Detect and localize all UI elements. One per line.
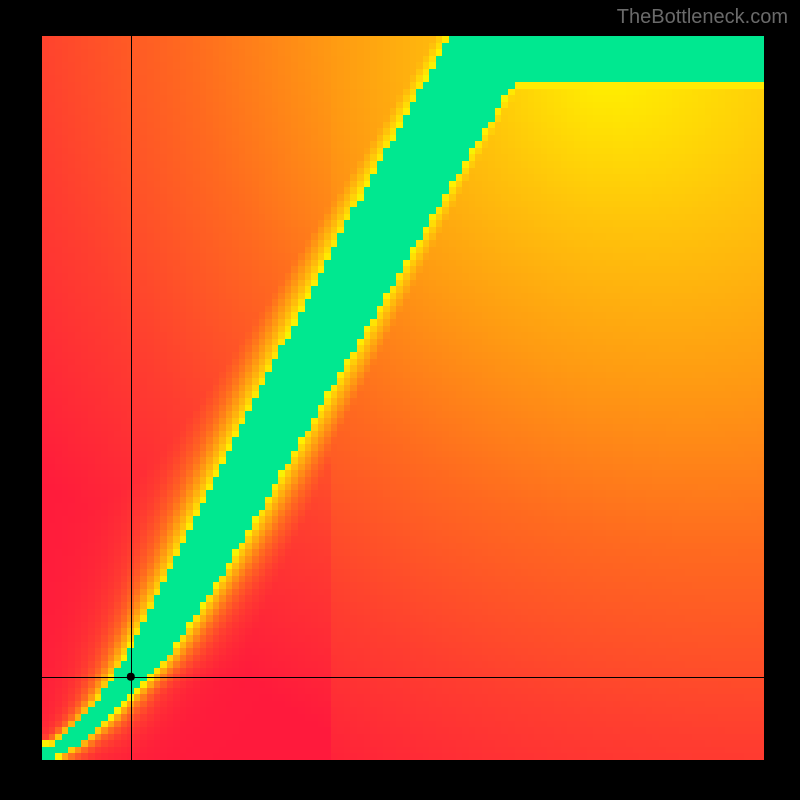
watermark-text: TheBottleneck.com [617, 6, 788, 29]
heatmap-canvas [42, 36, 764, 760]
heatmap-plot [42, 36, 764, 760]
